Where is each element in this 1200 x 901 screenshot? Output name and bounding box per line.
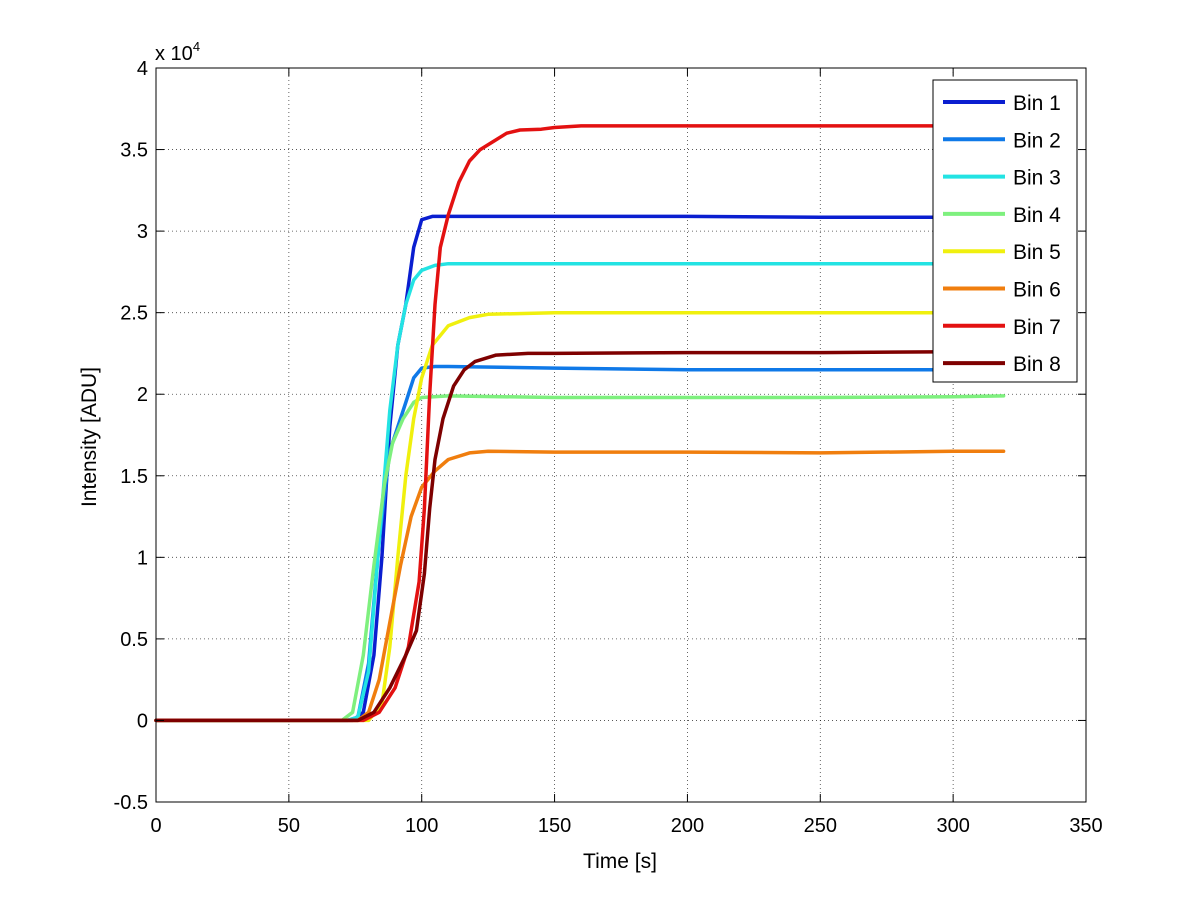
series-lines: [154, 124, 1006, 723]
x-tick-label: 250: [804, 815, 837, 837]
legend-label: Bin 5: [1013, 241, 1061, 264]
x-tick-label: 100: [405, 815, 438, 837]
axes-frame: [155, 67, 1087, 803]
y-tick-label: 0.5: [120, 629, 148, 651]
legend-label: Bin 4: [1013, 204, 1061, 227]
y-tick-label: 2: [137, 384, 148, 406]
y-axis-label: Intensity [ADU]: [78, 367, 101, 507]
series-line-bin-1: [154, 214, 1006, 723]
x-tick-label: 350: [1069, 815, 1102, 837]
y-tick-label: -0.5: [114, 792, 148, 814]
y-tick-label: 1.5: [120, 466, 148, 488]
legend-box: [932, 79, 1078, 383]
series-line-bin-3: [154, 261, 1006, 723]
series-line-bin-4: [154, 394, 1006, 723]
legend: Bin 1 Bin 2 Bin 3 Bin 4 Bin 5 Bin 6 Bin 7 Bin 8: [932, 79, 1078, 383]
x-tick-label: 150: [538, 815, 571, 837]
legend-label: Bin 2: [1013, 129, 1061, 152]
y-tick-label: 1: [137, 547, 148, 569]
x-axis-label: Time [s]: [583, 850, 657, 873]
y-tick-label: 0: [137, 710, 148, 732]
legend-label: Bin 3: [1013, 167, 1061, 190]
y-axis-multiplier: x 104: [155, 39, 200, 65]
x-tick-label: 0: [150, 815, 161, 837]
y-tick-label: 4: [137, 58, 148, 80]
legend-label: Bin 6: [1013, 279, 1061, 302]
x-tick-label: 200: [671, 815, 704, 837]
axis-ticks: [155, 67, 1087, 803]
y-tick-label: 3.5: [120, 140, 148, 162]
x-tick-label: 300: [936, 815, 969, 837]
legend-label: Bin 1: [1013, 92, 1061, 115]
x-tick-label: 50: [278, 815, 300, 837]
series-line-bin-8: [154, 350, 1006, 723]
y-tick-label: 2.5: [120, 303, 148, 325]
legend-label: Bin 7: [1013, 316, 1061, 339]
tick-labels: 0 50 100 150 200 250 300 350-0.500.511.522.533.…: [114, 58, 1103, 837]
legend-label: Bin 8: [1013, 353, 1061, 376]
y-tick-label: 3: [137, 221, 148, 243]
